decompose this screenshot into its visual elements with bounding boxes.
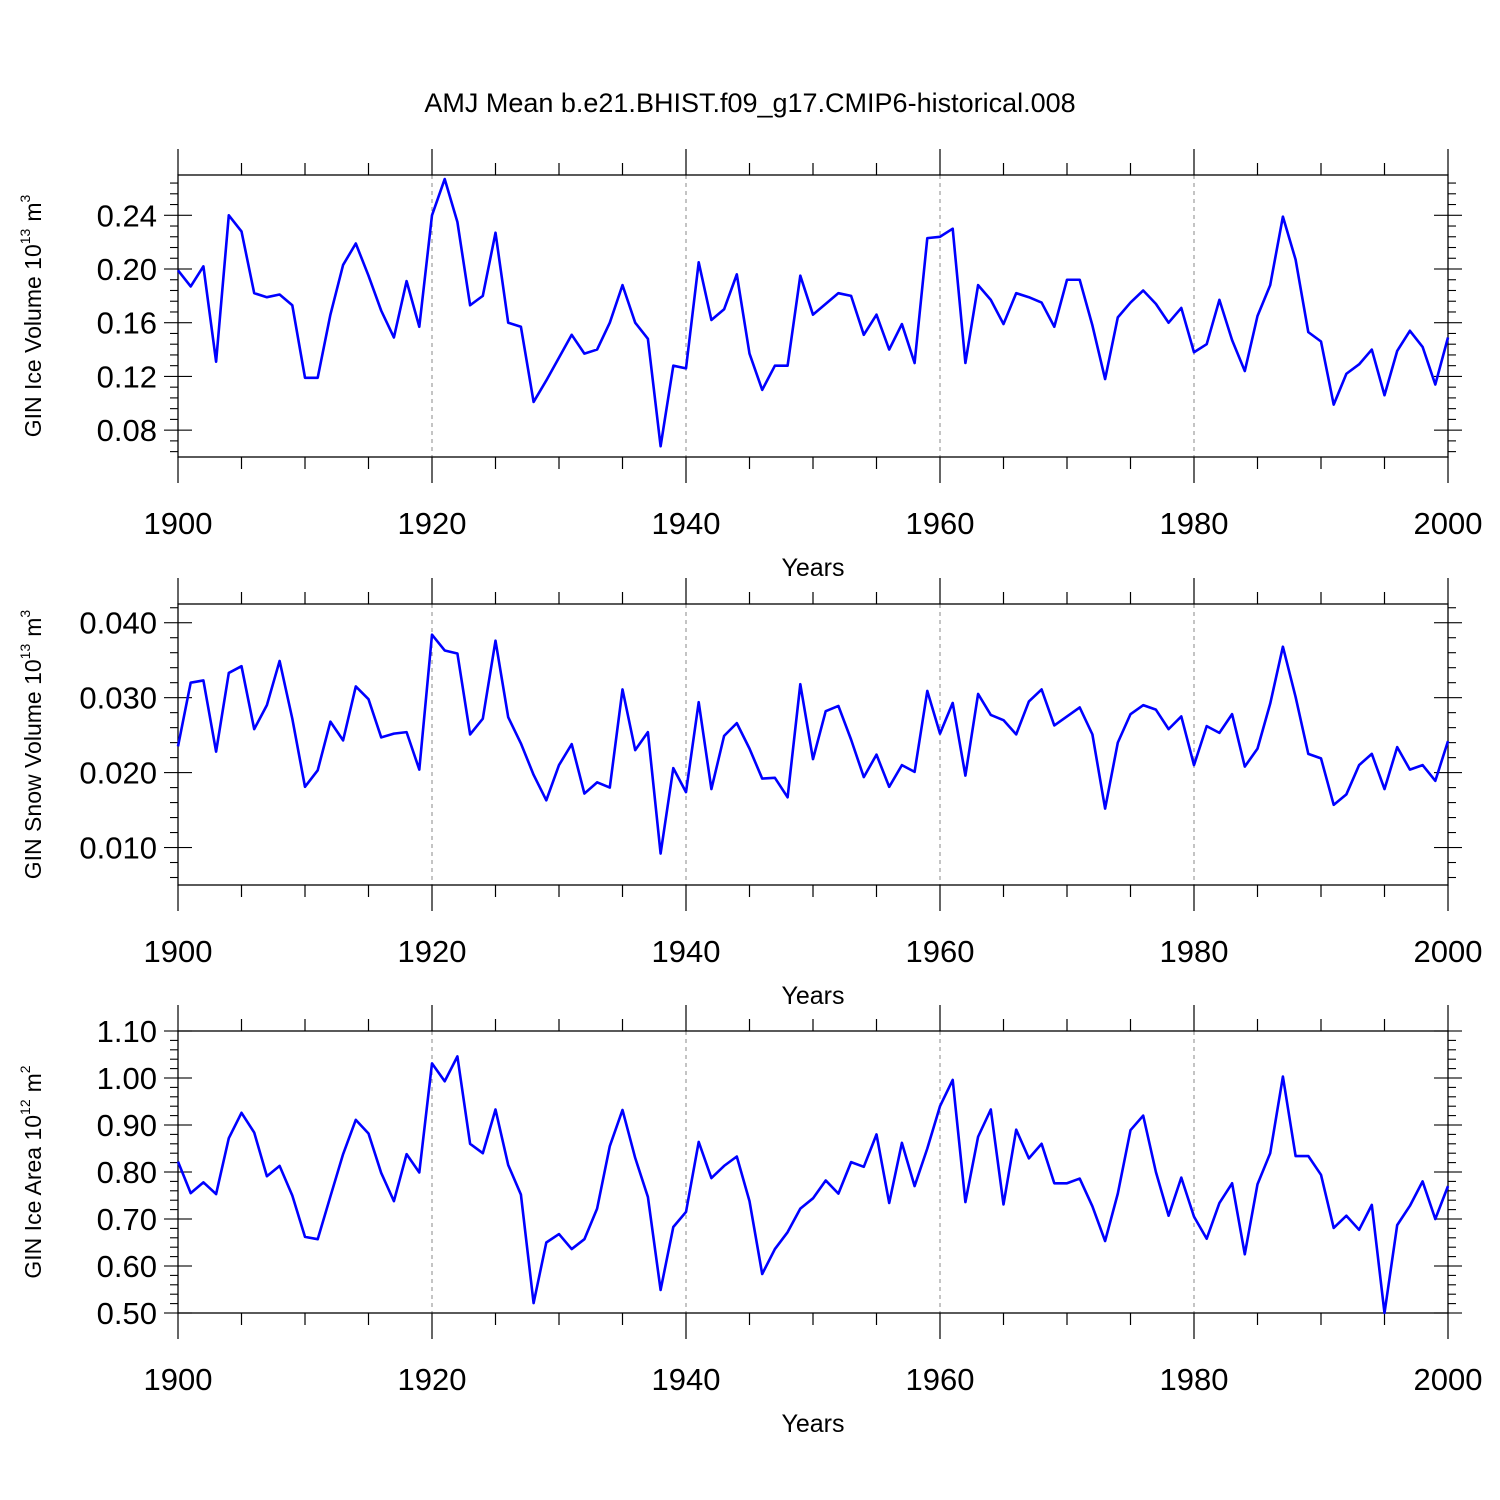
chart-snow-volume-ylabel-unit: m bbox=[20, 618, 46, 637]
chart-snow-volume-ylabel: GIN Snow Volume 10 bbox=[20, 659, 46, 879]
chart-snow-volume-ylabel: GIN Snow Volume 1013 m3 bbox=[17, 610, 46, 880]
chart-ice-volume-xtick-label: 1940 bbox=[652, 506, 721, 541]
chart-ice-area-xtick-label: 1940 bbox=[652, 1362, 721, 1397]
chart-ice-area: 1900 1920 1940 1960 1980 2000 Years 0.50 0.60 0.7… bbox=[17, 1005, 1482, 1438]
chart-snow-volume-xtick-label: 1920 bbox=[398, 934, 467, 969]
chart-ice-volume-ylabel-exp: 13 bbox=[17, 228, 33, 244]
chart-snow-volume-ytick-label: 0.020 bbox=[79, 756, 157, 791]
chart-ice-volume-xlabel: Years bbox=[781, 554, 844, 582]
chart-snow-volume-ylabel-exp: 13 bbox=[17, 644, 33, 660]
chart-ice-volume-ylabel-unit: m bbox=[20, 203, 46, 222]
chart-ice-area-series-line bbox=[176, 1055, 1450, 1315]
chart-snow-volume-ylabel-unit-exp: 3 bbox=[17, 610, 33, 618]
chart-snow-volume: 1900 1920 1940 1960 1980 2000 Years 0.010 0.020 0… bbox=[17, 578, 1482, 1010]
chart-ice-volume-series-line bbox=[176, 177, 1450, 448]
chart-ice-area-ytick-label: 0.50 bbox=[97, 1296, 157, 1331]
chart-ice-volume-xtick-label: 2000 bbox=[1414, 506, 1483, 541]
chart-snow-volume-ytick-label: 0.030 bbox=[79, 681, 157, 716]
chart-ice-area-xtick-label: 1920 bbox=[398, 1362, 467, 1397]
chart-ice-volume-xtick-label: 1900 bbox=[144, 506, 213, 541]
chart-snow-volume-xtick-label: 1960 bbox=[906, 934, 975, 969]
chart-ice-volume-ylabel: GIN Ice Volume 1013 m3 bbox=[17, 195, 46, 438]
chart-ice-area-xtick-label: 1960 bbox=[906, 1362, 975, 1397]
chart-ice-area-ytick-label: 0.60 bbox=[97, 1249, 157, 1284]
figure-title: AMJ Mean b.e21.BHIST.f09_g17.CMIP6-histo… bbox=[424, 88, 1075, 118]
chart-ice-area-ytick-label: 1.00 bbox=[97, 1061, 157, 1096]
chart-ice-volume-xtick-label: 1960 bbox=[906, 506, 975, 541]
chart-ice-area-xtick-label: 1980 bbox=[1160, 1362, 1229, 1397]
chart-snow-volume-xlabel: Years bbox=[781, 982, 844, 1010]
chart-ice-area-ylabel-unit-exp: 2 bbox=[17, 1065, 33, 1073]
chart-ice-area-ylabel: GIN Ice Area 1012 m2 bbox=[17, 1065, 46, 1278]
chart-snow-volume-ytick-label: 0.040 bbox=[79, 606, 157, 641]
chart-snow-volume-xtick-label: 1980 bbox=[1160, 934, 1229, 969]
chart-ice-volume-ytick-label: 0.16 bbox=[97, 306, 157, 341]
chart-snow-volume-xtick-label: 2000 bbox=[1414, 934, 1483, 969]
chart-ice-volume-ytick-label: 0.08 bbox=[97, 413, 157, 448]
chart-panels: 1900 1920 1940 1960 1980 2000 Years 0.08 0.12 0.1… bbox=[17, 149, 1482, 1438]
chart-snow-volume-xtick-label: 1900 bbox=[144, 934, 213, 969]
chart-ice-area-xlabel: Years bbox=[781, 1410, 844, 1438]
chart-ice-volume-ylabel: GIN Ice Volume 10 bbox=[20, 244, 46, 437]
chart-snow-volume-xtick-label: 1940 bbox=[652, 934, 721, 969]
chart-ice-area-ytick-label: 0.80 bbox=[97, 1155, 157, 1190]
chart-ice-volume-ytick-label: 0.12 bbox=[97, 359, 157, 394]
chart-ice-volume-xtick-label: 1980 bbox=[1160, 506, 1229, 541]
chart-ice-area-xtick-label: 2000 bbox=[1414, 1362, 1483, 1397]
chart-ice-area-ylabel-unit: m bbox=[20, 1073, 46, 1092]
chart-ice-volume: 1900 1920 1940 1960 1980 2000 Years 0.08 0.12 0.1… bbox=[17, 149, 1482, 582]
chart-ice-volume-ytick-label: 0.20 bbox=[97, 252, 157, 287]
chart-ice-area-ylabel-exp: 12 bbox=[17, 1099, 33, 1115]
chart-ice-area-ytick-label: 1.10 bbox=[97, 1014, 157, 1049]
chart-ice-volume-xtick-label: 1920 bbox=[398, 506, 467, 541]
chart-snow-volume-series-line bbox=[176, 633, 1450, 855]
chart-ice-area-ytick-label: 0.90 bbox=[97, 1108, 157, 1143]
chart-ice-area-ytick-label: 0.70 bbox=[97, 1202, 157, 1237]
chart-ice-area-frame bbox=[177, 1030, 1449, 1314]
chart-ice-volume-ytick-label: 0.24 bbox=[97, 198, 157, 233]
chart-ice-area-ylabel: GIN Ice Area 10 bbox=[20, 1115, 46, 1279]
chart-ice-area-xtick-label: 1900 bbox=[144, 1362, 213, 1397]
chart-snow-volume-ytick-label: 0.010 bbox=[79, 831, 157, 866]
chart-ice-volume-ylabel-unit-exp: 3 bbox=[17, 195, 33, 203]
